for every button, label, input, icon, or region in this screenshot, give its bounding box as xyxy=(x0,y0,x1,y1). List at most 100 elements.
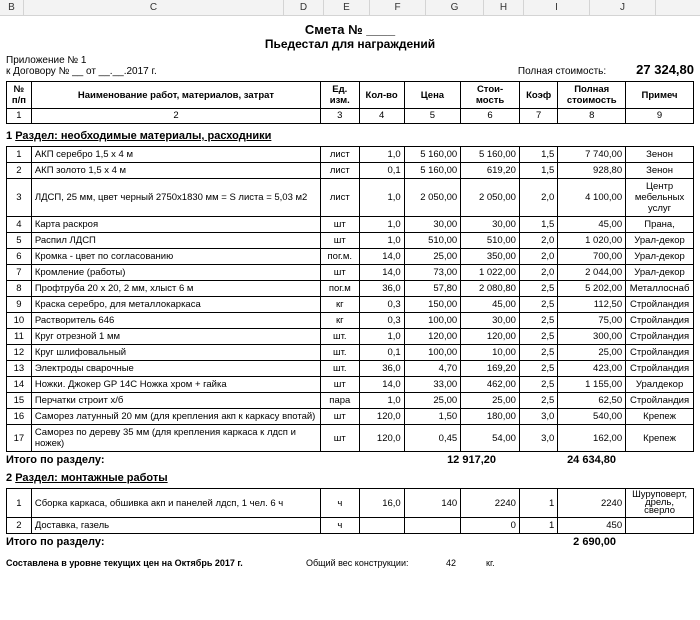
cell-ed: шт. xyxy=(321,345,359,361)
cell-price: 0,45 xyxy=(404,425,460,452)
cell-full: 2240 xyxy=(558,489,626,518)
cell-koef: 2,5 xyxy=(519,345,557,361)
cell-name: Распил ЛДСП xyxy=(31,233,320,249)
cell-kol: 1,0 xyxy=(359,233,404,249)
appendix-block: Приложение № 1 к Договору № __ от __.__.… xyxy=(6,55,157,77)
cell-ed: кг xyxy=(321,297,359,313)
sheet-content: Смета № ____ Пьедестал для награждений П… xyxy=(0,16,700,576)
table-row: 8Профтруба 20 х 20, 2 мм, хлыст 6 мпог.м… xyxy=(7,281,694,297)
cell-koef: 2,5 xyxy=(519,361,557,377)
cell-koef: 2,5 xyxy=(519,329,557,345)
cell-ed: кг xyxy=(321,313,359,329)
cell-full: 112,50 xyxy=(558,297,626,313)
cell-num: 2 xyxy=(7,163,32,179)
cell-name: Профтруба 20 х 20, 2 мм, хлыст 6 м xyxy=(31,281,320,297)
section2-table: 1Сборка каркаса, обшивка акп и панелей л… xyxy=(6,488,694,534)
cell-price: 33,00 xyxy=(404,377,460,393)
cell-price: 5 160,00 xyxy=(404,163,460,179)
cell-kol: 0,3 xyxy=(359,297,404,313)
cell-koef: 3,0 xyxy=(519,409,557,425)
section1-header: 1 Раздел: необходимые материалы, расходн… xyxy=(6,130,694,142)
table-row: 4Карта раскрояшт1,030,0030,001,545,00Пра… xyxy=(7,217,694,233)
cell-num: 15 xyxy=(7,393,32,409)
cell-full: 300,00 xyxy=(558,329,626,345)
cell-num: 1 xyxy=(7,147,32,163)
table-row: 13Электроды сварочныешт.36,04,70169,202,… xyxy=(7,361,694,377)
cell-num: 16 xyxy=(7,409,32,425)
table-row: 2АКП золото 1,5 х 4 млист0,15 160,00619,… xyxy=(7,163,694,179)
cell-kol: 120,0 xyxy=(359,409,404,425)
cell-cost: 54,00 xyxy=(461,425,520,452)
cell-num: 9 xyxy=(7,297,32,313)
table-row: 17Саморез по дереву 35 мм (для крепления… xyxy=(7,425,694,452)
cell-cost: 2240 xyxy=(461,489,520,518)
cell-cost: 462,00 xyxy=(461,377,520,393)
footer-weight-unit: кг. xyxy=(486,558,495,568)
section1-total-full: 24 634,80 xyxy=(536,454,616,466)
cell-cost: 2 050,00 xyxy=(461,179,520,217)
cell-cost: 0 xyxy=(461,518,520,534)
cell-note: Зенон xyxy=(626,163,694,179)
cell-koef: 1,5 xyxy=(519,147,557,163)
cell-kol: 36,0 xyxy=(359,361,404,377)
hdr-ed: Ед. изм. xyxy=(321,82,359,109)
section1-total-cost: 12 917,20 xyxy=(406,454,496,466)
cell-price: 100,00 xyxy=(404,313,460,329)
cell-koef: 2,0 xyxy=(519,249,557,265)
hdr-num: № п/п xyxy=(7,82,32,109)
cell-ed: лист xyxy=(321,179,359,217)
cell-price: 4,70 xyxy=(404,361,460,377)
cell-kol: 1,0 xyxy=(359,329,404,345)
cell-num: 2 xyxy=(7,518,32,534)
section1-title: Раздел: необходимые материалы, расходник… xyxy=(15,130,271,142)
cell-koef: 2,0 xyxy=(519,233,557,249)
cell-kol: 14,0 xyxy=(359,265,404,281)
cell-num: 8 xyxy=(7,281,32,297)
table-row: 14Ножки. Джокер GP 14С Ножка хром + гайк… xyxy=(7,377,694,393)
cell-full: 540,00 xyxy=(558,409,626,425)
cell-price: 73,00 xyxy=(404,265,460,281)
cell-cost: 510,00 xyxy=(461,233,520,249)
cell-full: 25,00 xyxy=(558,345,626,361)
cell-name: Саморез по дереву 35 мм (для крепления к… xyxy=(31,425,320,452)
hdr-cost: Стои-мость xyxy=(461,82,520,109)
cell-num: 11 xyxy=(7,329,32,345)
col-letter: C xyxy=(24,0,284,15)
cell-name: Круг отрезной 1 мм xyxy=(31,329,320,345)
cell-full: 2 044,00 xyxy=(558,265,626,281)
cell-koef: 2,5 xyxy=(519,377,557,393)
cell-cost: 180,00 xyxy=(461,409,520,425)
appendix-line2: к Договору № __ от __.__.2017 г. xyxy=(6,66,157,77)
cell-price: 25,00 xyxy=(404,393,460,409)
cell-name: Краска серебро, для металлокаркаса xyxy=(31,297,320,313)
cell-koef: 1,5 xyxy=(519,163,557,179)
cell-full: 423,00 xyxy=(558,361,626,377)
cell-note: Крепеж xyxy=(626,409,694,425)
cell-note: Стройландия xyxy=(626,313,694,329)
table-row: 1Сборка каркаса, обшивка акп и панелей л… xyxy=(7,489,694,518)
cell-note: Урал-декор xyxy=(626,265,694,281)
section2-total: Итого по разделу: 2 690,00 xyxy=(6,536,694,548)
cell-ed: ч xyxy=(321,489,359,518)
cell-price: 100,00 xyxy=(404,345,460,361)
section1-table: 1АКП серебро 1,5 х 4 млист1,05 160,005 1… xyxy=(6,146,694,452)
cell-name: Растворитель 646 xyxy=(31,313,320,329)
cell-price: 30,00 xyxy=(404,217,460,233)
cell-ed: ч xyxy=(321,518,359,534)
cell-note xyxy=(626,518,694,534)
cell-koef: 1 xyxy=(519,489,557,518)
cell-num: 4 xyxy=(7,217,32,233)
section2-num: 2 xyxy=(6,472,12,484)
col-letter: H xyxy=(484,0,524,15)
footer-weight-val: 42 xyxy=(446,558,486,568)
cell-cost: 2 080,80 xyxy=(461,281,520,297)
cell-full: 700,00 xyxy=(558,249,626,265)
cell-name: АКП серебро 1,5 х 4 м xyxy=(31,147,320,163)
cell-kol: 36,0 xyxy=(359,281,404,297)
cell-note: Крепеж xyxy=(626,425,694,452)
cell-note: Шуруповерт, дрель, сверло xyxy=(626,489,694,518)
footer-left: Составлена в уровне текущих цен на Октяб… xyxy=(6,558,306,568)
cell-name: Кромление (работы) xyxy=(31,265,320,281)
cell-kol: 14,0 xyxy=(359,377,404,393)
cell-koef: 1,5 xyxy=(519,217,557,233)
